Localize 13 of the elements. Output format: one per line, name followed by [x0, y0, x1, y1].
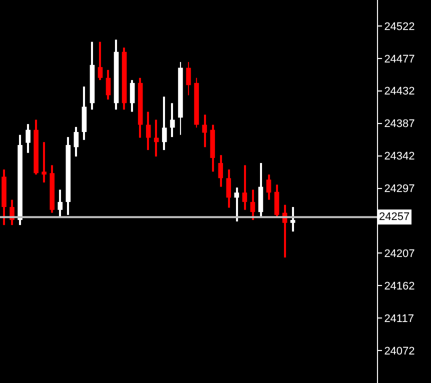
y-tick-label: 24207	[384, 248, 415, 260]
y-tick-label: 24522	[384, 20, 415, 33]
y-tick-label: 24387	[384, 118, 415, 130]
ref-line-label: 24257	[379, 211, 410, 223]
y-tick-label: 24297	[384, 183, 415, 196]
y-tick-label: 24162	[384, 280, 415, 292]
y-tick-label: 24477	[384, 53, 415, 66]
y-tick-label: 24432	[384, 86, 415, 98]
y-tick-label: 24072	[384, 345, 415, 358]
candlestick	[42, 142, 47, 182]
y-tick-label: 24342	[384, 150, 415, 163]
candlestick	[154, 120, 159, 157]
y-tick-label: 24117	[384, 312, 414, 325]
